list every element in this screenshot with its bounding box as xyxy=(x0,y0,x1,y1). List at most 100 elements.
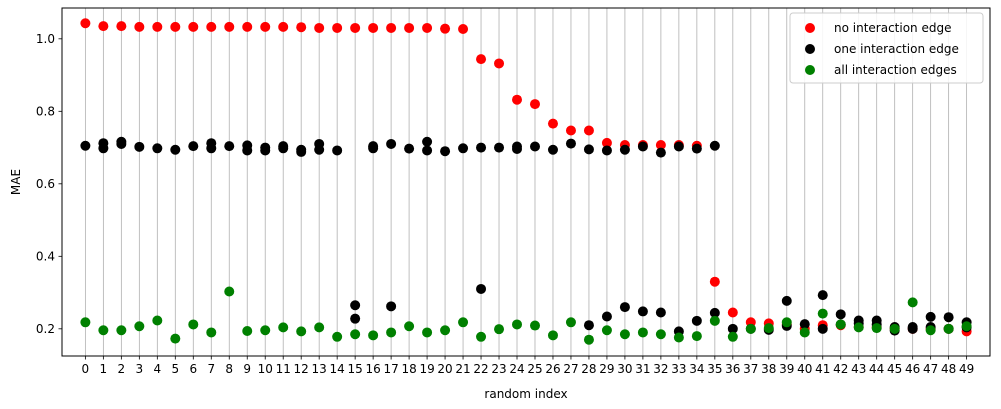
data-point xyxy=(673,332,684,343)
data-point xyxy=(278,21,289,32)
data-point xyxy=(727,331,738,342)
x-tick-label: 40 xyxy=(797,362,812,376)
data-point xyxy=(655,307,666,318)
x-tick-label: 25 xyxy=(527,362,542,376)
data-point xyxy=(907,297,918,308)
data-point xyxy=(80,140,91,151)
data-point xyxy=(80,18,91,29)
data-point xyxy=(907,323,918,334)
legend-label: all interaction edges xyxy=(834,63,957,77)
x-tick-label: 32 xyxy=(653,362,668,376)
data-point xyxy=(512,319,523,330)
x-axis-ticks: 0 1 2 3 4 5 6 7 8 9 10 11 12 13 14 15 16 17 18 19 20 21 22 23 24… xyxy=(82,356,974,376)
data-point xyxy=(835,309,846,320)
x-tick-label: 21 xyxy=(455,362,470,376)
data-point xyxy=(601,137,612,148)
data-point xyxy=(296,22,307,33)
data-point xyxy=(206,327,217,338)
data-point xyxy=(350,329,361,340)
data-point xyxy=(655,147,666,158)
x-tick-label: 16 xyxy=(365,362,380,376)
data-point xyxy=(763,323,774,334)
data-point xyxy=(80,317,91,328)
data-point xyxy=(943,323,954,334)
data-point xyxy=(476,54,487,65)
data-point xyxy=(314,22,325,33)
x-tick-label: 11 xyxy=(276,362,291,376)
x-tick-label: 2 xyxy=(118,362,126,376)
data-point xyxy=(709,140,720,151)
data-point xyxy=(458,317,469,328)
data-point xyxy=(368,22,379,33)
data-point xyxy=(98,325,109,336)
data-point xyxy=(116,138,127,149)
x-tick-label: 19 xyxy=(419,362,434,376)
y-tick-label: 0.6 xyxy=(36,177,55,191)
x-tick-label: 3 xyxy=(136,362,144,376)
x-axis-title: random index xyxy=(484,387,567,401)
x-tick-label: 36 xyxy=(725,362,740,376)
x-tick-label: 6 xyxy=(189,362,197,376)
data-point xyxy=(565,138,576,149)
data-point xyxy=(278,322,289,333)
x-tick-label: 44 xyxy=(869,362,884,376)
data-point xyxy=(853,322,864,333)
x-tick-label: 7 xyxy=(207,362,215,376)
data-point xyxy=(512,94,523,105)
x-tick-label: 29 xyxy=(599,362,614,376)
data-point xyxy=(332,145,343,156)
data-point xyxy=(422,145,433,156)
data-point xyxy=(637,141,648,152)
data-point xyxy=(116,325,127,336)
data-point xyxy=(673,141,684,152)
x-tick-label: 33 xyxy=(671,362,686,376)
data-point xyxy=(422,22,433,33)
data-point xyxy=(709,307,720,318)
data-point xyxy=(170,333,181,344)
data-point xyxy=(547,330,558,341)
data-point xyxy=(691,315,702,326)
data-point xyxy=(494,324,505,335)
data-point xyxy=(386,301,397,312)
data-point xyxy=(332,22,343,33)
x-tick-label: 35 xyxy=(707,362,722,376)
legend-label: one interaction edge xyxy=(834,42,959,56)
legend-marker xyxy=(805,65,815,75)
data-point xyxy=(709,276,720,287)
data-point xyxy=(476,331,487,342)
data-point xyxy=(601,311,612,322)
data-point xyxy=(476,283,487,294)
data-point xyxy=(619,302,630,313)
x-tick-label: 24 xyxy=(509,362,524,376)
data-point xyxy=(476,142,487,153)
data-point xyxy=(709,315,720,326)
data-point xyxy=(871,323,882,334)
data-point xyxy=(925,325,936,336)
data-point xyxy=(404,321,415,332)
data-point xyxy=(925,311,936,322)
legend-marker xyxy=(805,23,815,33)
data-point xyxy=(350,300,361,311)
x-tick-label: 22 xyxy=(473,362,488,376)
data-point xyxy=(386,22,397,33)
x-tick-label: 17 xyxy=(383,362,398,376)
data-point xyxy=(583,144,594,155)
data-point xyxy=(494,142,505,153)
data-point xyxy=(529,141,540,152)
data-point xyxy=(332,331,343,342)
legend: no interaction edge one interaction edge a… xyxy=(789,12,984,84)
data-point xyxy=(565,125,576,136)
data-point xyxy=(404,143,415,154)
data-point xyxy=(601,325,612,336)
data-point xyxy=(278,143,289,154)
data-point xyxy=(691,331,702,342)
y-tick-label: 0.2 xyxy=(36,322,55,336)
data-point xyxy=(799,327,810,338)
data-point xyxy=(745,323,756,334)
data-point xyxy=(224,286,235,297)
x-tick-label: 5 xyxy=(171,362,179,376)
data-point xyxy=(512,144,523,155)
data-point xyxy=(817,308,828,319)
data-point xyxy=(440,325,451,336)
data-point xyxy=(170,144,181,155)
